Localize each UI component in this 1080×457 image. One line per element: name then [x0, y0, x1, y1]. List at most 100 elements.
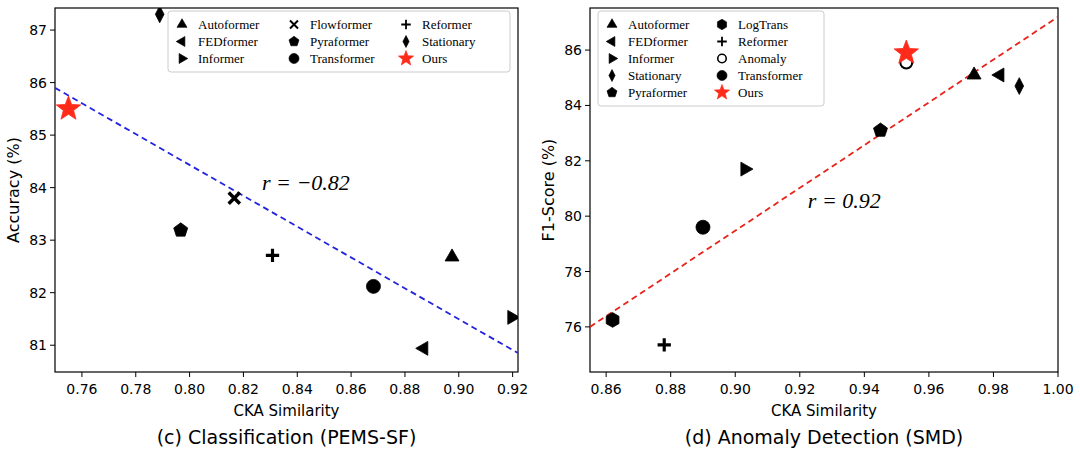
- x-tick: [297, 372, 298, 377]
- point: [658, 338, 671, 351]
- x-tick-label: 0.92: [784, 381, 815, 397]
- annotation: r = 0.92: [808, 188, 881, 213]
- legend-marker: [401, 20, 411, 30]
- legend-label: Anomaly: [738, 51, 787, 66]
- legend-label: Autoformer: [628, 17, 690, 32]
- legend-label: FEDformer: [198, 34, 259, 49]
- x-tick-label: 0.92: [497, 381, 528, 397]
- y-tick-label: 82: [564, 153, 582, 169]
- x-axis-label: CKA Similarity: [234, 402, 340, 420]
- legend-label: Ours: [422, 51, 447, 66]
- legend-marker: [606, 37, 615, 47]
- y-tick: [585, 326, 590, 327]
- y-tick: [50, 135, 55, 136]
- legend-label: Pyraformer: [310, 34, 370, 49]
- x-tick-label: 0.96: [913, 381, 944, 397]
- legend-marker: [177, 19, 187, 28]
- panel: 0.860.880.900.920.940.960.981.0076788082…: [539, 8, 1074, 448]
- x-tick-label: 0.94: [849, 381, 880, 397]
- x-tick: [189, 372, 190, 377]
- point: [1015, 78, 1024, 95]
- x-tick-label: 0.80: [174, 381, 205, 397]
- panel: 0.760.780.800.820.840.860.880.900.928182…: [4, 6, 528, 448]
- x-tick-label: 0.82: [228, 381, 259, 397]
- point: [967, 67, 981, 79]
- plot-frame: [590, 8, 1058, 372]
- x-tick: [606, 372, 607, 377]
- x-tick-label: 0.98: [978, 381, 1009, 397]
- legend-label: Transformer: [738, 68, 803, 83]
- x-tick-label: 0.84: [282, 381, 313, 397]
- legend-marker: [289, 54, 299, 64]
- y-tick-label: 78: [564, 264, 582, 280]
- x-tick: [864, 372, 865, 377]
- x-tick: [351, 372, 352, 377]
- y-tick-label: 83: [29, 232, 47, 248]
- x-tick: [799, 372, 800, 377]
- legend-marker: [176, 37, 185, 47]
- point: [174, 223, 188, 236]
- legend: AutoformerFEDformerInformerFlowformerPyr…: [168, 11, 510, 72]
- legend-marker: [403, 36, 409, 48]
- y-tick-label: 82: [29, 285, 47, 301]
- panel-title: (d) Anomaly Detection (SMD): [685, 426, 964, 448]
- x-tick: [670, 372, 671, 377]
- legend-label: Pyraformer: [628, 85, 688, 100]
- point: [155, 8, 164, 23]
- legend-label: Autoformer: [198, 17, 260, 32]
- x-tick: [135, 372, 136, 377]
- legend-marker: [717, 19, 726, 30]
- y-tick: [50, 240, 55, 241]
- x-tick: [512, 372, 513, 377]
- legend-marker: [179, 54, 188, 64]
- figure: 0.760.780.800.820.840.860.880.900.928182…: [0, 0, 1080, 457]
- legend-label: Reformer: [738, 34, 788, 49]
- trend-line: [55, 88, 518, 353]
- point: [873, 123, 887, 136]
- y-tick-label: 80: [564, 208, 582, 224]
- x-tick: [1058, 372, 1059, 377]
- legend-marker: [290, 21, 298, 29]
- annotation: r = −0.82: [262, 170, 350, 195]
- x-tick: [735, 372, 736, 377]
- x-tick-label: 0.88: [389, 381, 420, 397]
- plot-frame: [55, 8, 518, 372]
- legend-label: Flowformer: [310, 17, 373, 32]
- point: [416, 341, 428, 355]
- legend-label: LogTrans: [738, 17, 788, 32]
- x-tick-label: 0.90: [720, 381, 751, 397]
- legend-label: Reformer: [422, 17, 472, 32]
- y-tick: [50, 187, 55, 188]
- y-tick: [50, 345, 55, 346]
- y-tick: [50, 82, 55, 83]
- x-tick: [81, 372, 82, 377]
- legend-marker: [607, 87, 617, 97]
- legend-label: Informer: [628, 51, 675, 66]
- point: [606, 313, 619, 328]
- legend-marker: [609, 70, 615, 82]
- legend-label: Stationary: [628, 68, 682, 83]
- y-tick-label: 86: [29, 75, 47, 91]
- x-tick-label: 0.86: [591, 381, 622, 397]
- point: [266, 249, 279, 262]
- legend-marker: [718, 54, 727, 63]
- legend-box: [598, 11, 824, 106]
- point: [445, 249, 459, 261]
- y-tick: [50, 30, 55, 31]
- point: [696, 220, 710, 234]
- x-tick-label: 0.76: [66, 381, 97, 397]
- legend-marker: [398, 51, 413, 65]
- y-tick-label: 85: [29, 127, 47, 143]
- y-tick: [585, 271, 590, 272]
- y-tick: [585, 160, 590, 161]
- legend-marker: [609, 54, 618, 64]
- legend-marker: [717, 37, 727, 47]
- point: [508, 310, 518, 324]
- y-tick-label: 87: [29, 22, 47, 38]
- x-tick-label: 0.78: [120, 381, 151, 397]
- point: [56, 96, 80, 119]
- y-tick-label: 84: [564, 97, 582, 113]
- y-axis-label: F1-Score (%): [539, 139, 558, 242]
- y-axis-label: Accuracy (%): [4, 137, 23, 243]
- point: [992, 68, 1004, 82]
